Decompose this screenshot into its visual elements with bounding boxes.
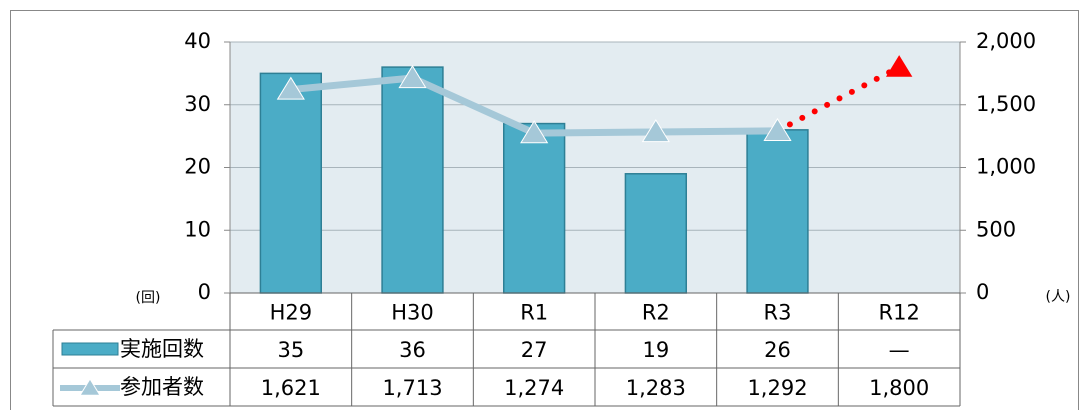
y2-tick-label: 1,000 [976,155,1036,179]
table-value: 1,283 [626,376,686,400]
marker [641,119,670,143]
x-tick-label: R1 [520,301,548,325]
y2-tick-label: 500 [976,217,1016,241]
y-axis-label: (回) [136,290,161,306]
x-tick-label: R2 [642,301,670,325]
y2-axis-label: (人) [1046,289,1071,305]
table-value: 19 [642,338,669,362]
table-value: 1,713 [382,376,442,400]
bar [503,122,566,294]
bar [381,66,444,294]
y-tick-label: 10 [184,217,211,241]
y2-tick-label: 2,000 [976,29,1036,53]
table-value: — [889,338,910,362]
x-tick-label: H30 [391,301,434,325]
x-tick-label: H29 [270,301,313,325]
marker [763,117,792,141]
table-value: 1,274 [504,376,564,400]
y2-tick-label: 1,500 [976,92,1036,116]
y-tick-label: 0 [198,280,211,304]
projection-line [774,64,903,134]
x-tick-label: R12 [879,301,920,325]
bar [746,129,809,294]
marker [398,65,427,89]
legend-label: 参加者数 [120,375,204,399]
legend-bar-icon [61,342,119,356]
legend-marker-icon [79,378,101,396]
marker [520,120,549,144]
marker [885,55,913,77]
table-value: 1,292 [747,376,807,400]
table-value: 27 [521,338,548,362]
table-value: 35 [277,338,304,362]
bar [259,72,322,294]
y-tick-label: 40 [184,29,211,53]
y2-tick-label: 0 [976,280,989,304]
frame [10,10,1079,410]
y-tick-label: 20 [184,155,211,179]
table-value: 36 [399,338,426,362]
table-value: 1,800 [869,376,929,400]
bar [624,173,688,294]
marker [276,76,305,100]
legend-label: 実施回数 [120,337,204,361]
table-value: 26 [764,338,791,362]
x-tick-label: R3 [764,301,792,325]
table-value: 1,621 [261,376,321,400]
y-tick-label: 30 [184,92,211,116]
